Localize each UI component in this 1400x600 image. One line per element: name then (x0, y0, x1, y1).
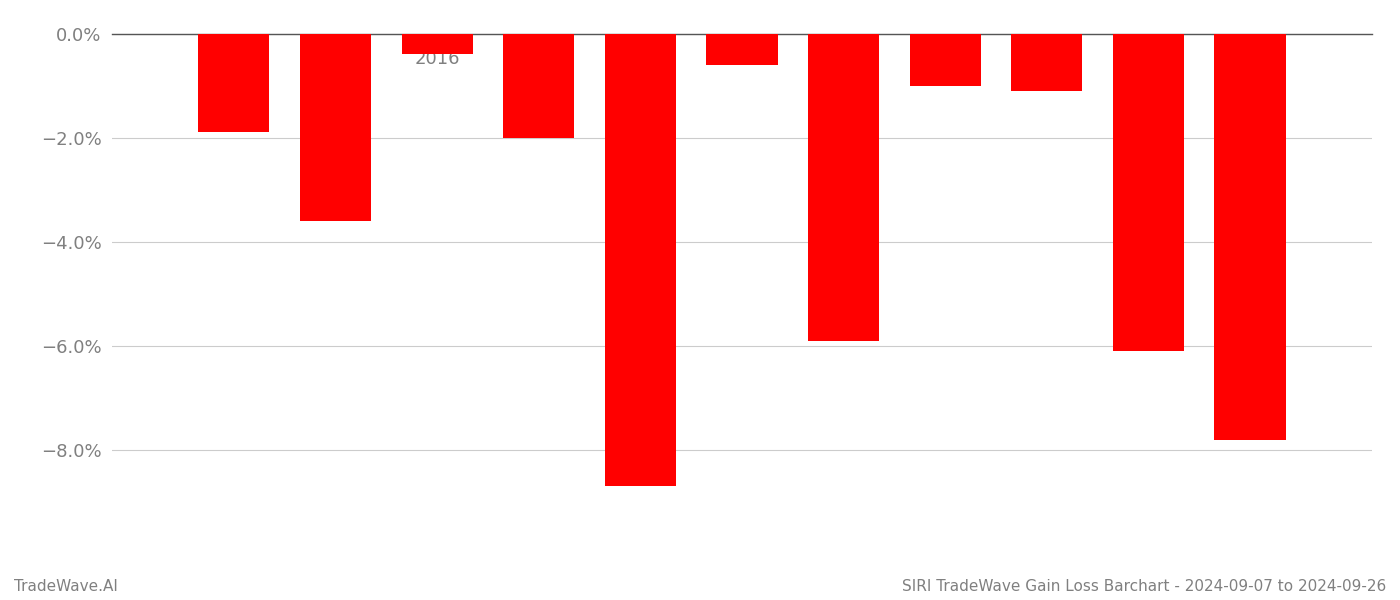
Bar (910, 34, 981, 86)
Text: TradeWave.AI: TradeWave.AI (14, 579, 118, 594)
Bar (605, 34, 676, 487)
Bar (402, 34, 473, 55)
Bar (707, 34, 777, 65)
Bar (300, 34, 371, 221)
Bar (808, 34, 879, 341)
Bar (199, 34, 269, 133)
Bar (1214, 34, 1285, 440)
Bar (1011, 34, 1082, 91)
Text: SIRI TradeWave Gain Loss Barchart - 2024-09-07 to 2024-09-26: SIRI TradeWave Gain Loss Barchart - 2024… (902, 579, 1386, 594)
Bar (503, 34, 574, 137)
Bar (1113, 34, 1184, 351)
